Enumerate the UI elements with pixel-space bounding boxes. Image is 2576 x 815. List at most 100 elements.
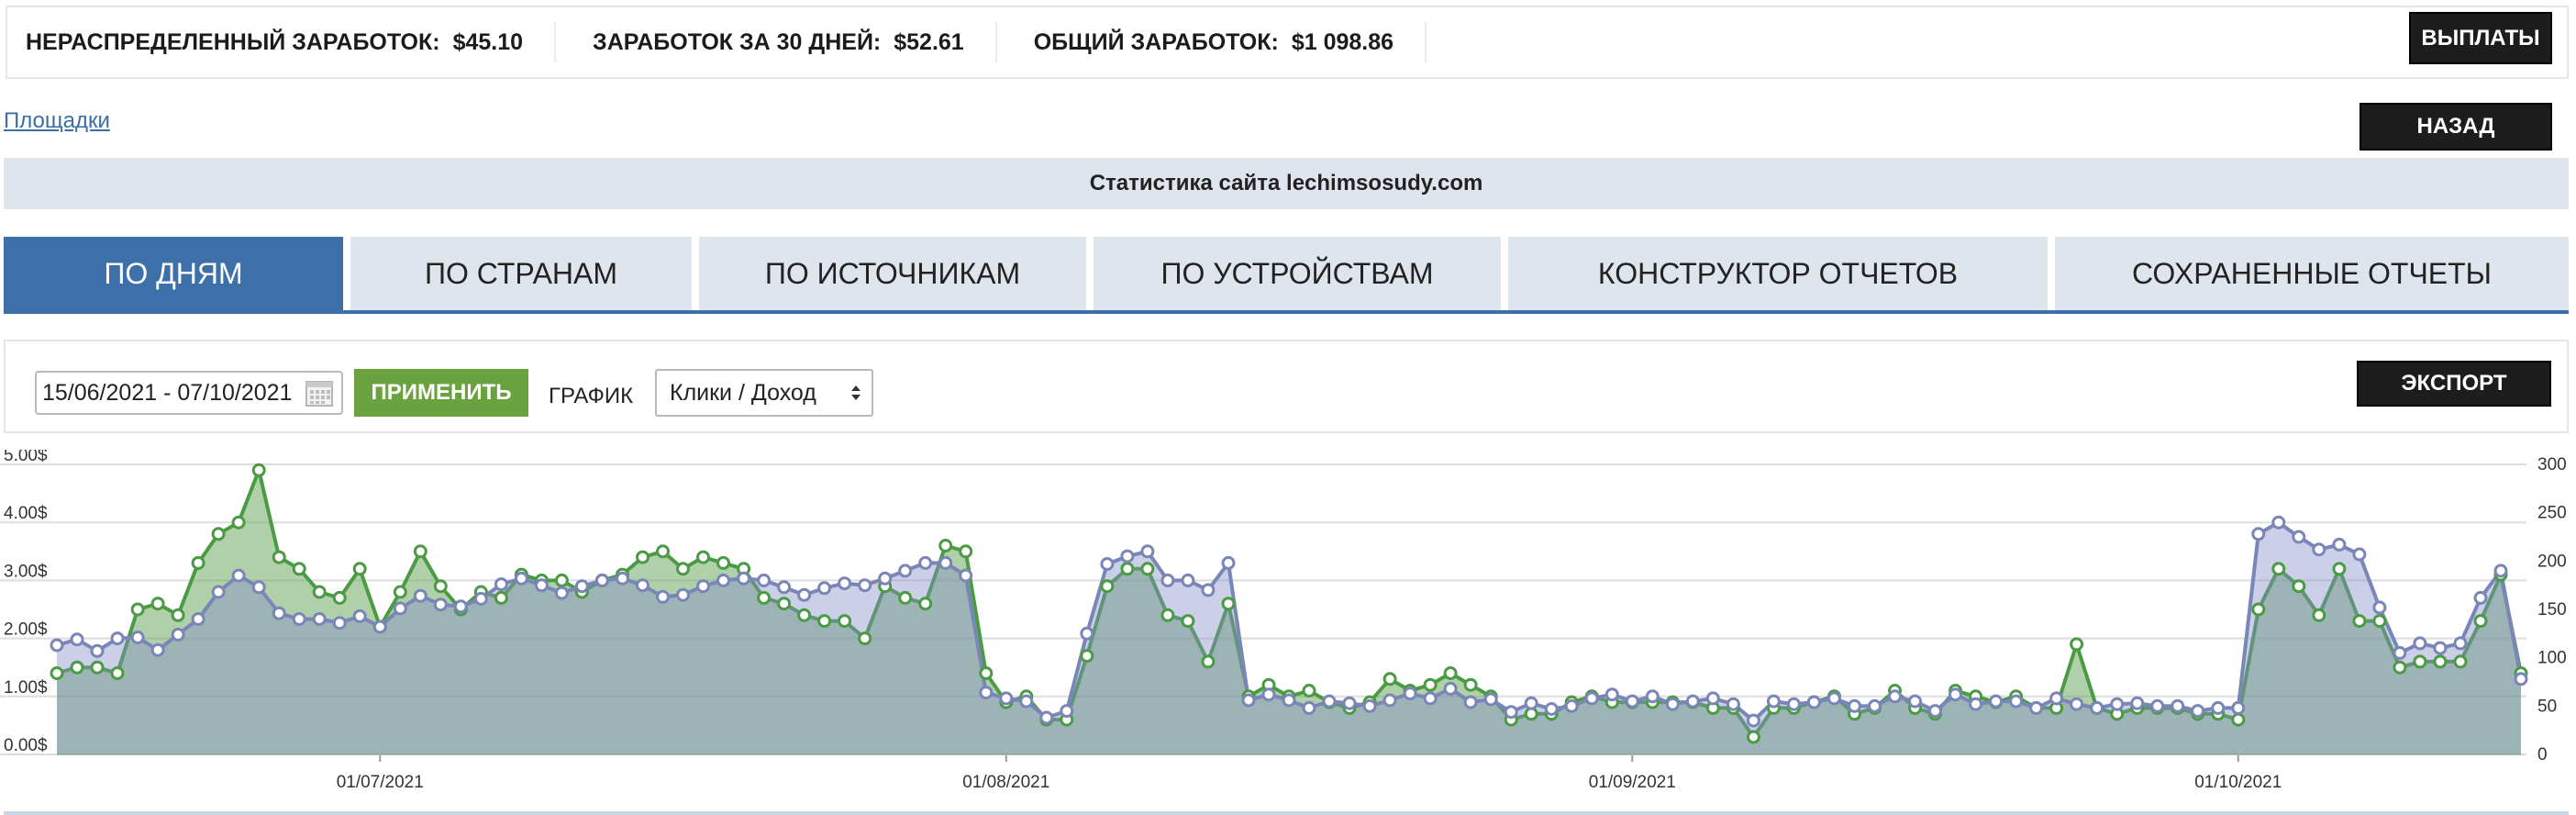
y-tick-right: 250 — [2537, 504, 2567, 523]
clicks-point — [918, 555, 933, 570]
income-point — [2231, 712, 2246, 727]
clicks-point — [777, 580, 792, 595]
clicks-point — [494, 577, 508, 592]
income-point — [332, 590, 347, 605]
clicks-point — [878, 571, 893, 586]
clicks-point — [1039, 710, 1054, 725]
clicks-point — [1949, 687, 1962, 702]
income-point — [2473, 614, 2488, 629]
filter-panel: ПРИМЕНИТЬ ГРАФИК Клики / Доход — [4, 340, 2569, 433]
income-point — [817, 614, 832, 629]
income-point — [1746, 730, 1760, 744]
clicks-point — [959, 568, 973, 583]
clicks-point — [130, 631, 145, 644]
clicks-point — [1080, 626, 1094, 641]
income-point — [1080, 649, 1094, 664]
income-point — [1181, 614, 1195, 629]
income-point — [898, 590, 913, 605]
clicks-point — [171, 627, 185, 642]
tab-report-builder[interactable]: КОНСТРУКТОР ОТЧЕТОВ — [1508, 237, 2048, 310]
income-point — [110, 666, 125, 680]
clicks-income-chart: 0.00$ 1.00$ 2.00$ 3.00$ 4.00$ 5.00$ 0 50 100 150 2… — [0, 450, 2567, 792]
clicks-point — [554, 586, 569, 600]
income-point — [2433, 654, 2448, 669]
clicks-point — [636, 578, 650, 593]
earnings-label: ЗАРАБОТОК ЗА 30 ДНЕЙ: — [593, 28, 882, 55]
clicks-point — [838, 576, 852, 591]
clicks-point — [2493, 564, 2508, 578]
clicks-point — [473, 591, 488, 606]
y-tick-right: 100 — [2537, 649, 2567, 668]
income-point — [1140, 562, 1155, 576]
clicks-point — [1403, 687, 1417, 701]
clicks-point — [1261, 687, 1276, 702]
clicks-point — [757, 573, 772, 587]
clicks-point — [292, 612, 306, 626]
clicks-point — [1564, 698, 1579, 713]
calendar-icon[interactable] — [305, 378, 334, 408]
clicks-point — [1766, 694, 1781, 709]
income-point — [292, 562, 306, 576]
earnings-label: ОБЩИЙ ЗАРАБОТОК: — [1033, 28, 1279, 55]
clicks-point — [797, 587, 812, 602]
clicks-point — [352, 608, 367, 623]
income-point — [251, 463, 266, 477]
clicks-point — [1241, 693, 1256, 708]
clicks-point — [1928, 704, 1942, 719]
tab-by-countries[interactable]: ПО СТРАНАМ — [350, 237, 692, 310]
tab-by-sources[interactable]: ПО ИСТОЧНИКАМ — [699, 237, 1086, 310]
earnings-30-days: ЗАРАБОТОК ЗА 30 ДНЕЙ: $52.61 — [567, 22, 997, 62]
back-button[interactable]: НАЗАД — [2359, 103, 2552, 151]
payouts-button[interactable]: ВЫПЛАТЫ — [2409, 12, 2552, 64]
clicks-point — [999, 691, 1014, 706]
clicks-point — [211, 585, 226, 599]
tab-by-devices[interactable]: ПО УСТРОЙСТВАМ — [1094, 237, 1501, 310]
income-point — [777, 597, 792, 611]
earnings-value: $1 098.86 — [1291, 28, 1394, 55]
income-point — [554, 573, 569, 587]
income-point — [797, 608, 812, 622]
income-point — [716, 555, 730, 570]
income-point — [2271, 562, 2286, 576]
graph-type-select[interactable]: Клики / Доход — [655, 369, 873, 417]
income-point — [656, 544, 670, 559]
clicks-point — [1685, 694, 1700, 709]
income-point — [433, 579, 448, 594]
clicks-point — [1544, 702, 1559, 716]
income-point — [1201, 654, 1216, 669]
clicks-point — [2413, 636, 2427, 651]
clicks-point — [1443, 681, 1458, 696]
clicks-point — [817, 581, 832, 596]
export-button[interactable]: ЭКСПОРТ — [2357, 361, 2551, 407]
income-point — [211, 527, 226, 541]
income-area — [57, 470, 2521, 754]
earnings-total: ОБЩИЙ ЗАРАБОТОК: $1 098.86 — [1008, 22, 1427, 62]
clicks-point — [2009, 694, 2024, 709]
y-tick-left: 0.00$ — [4, 736, 48, 755]
clicks-point — [2393, 645, 2407, 660]
income-point — [413, 544, 427, 559]
clicks-point — [90, 643, 105, 658]
income-point — [2070, 637, 2084, 652]
clicks-point — [150, 642, 165, 657]
clicks-point — [898, 564, 913, 578]
earnings-unallocated: НЕРАСПРЕДЕЛЕННЫЙ ЗАРАБОТОК: $45.10 — [7, 22, 557, 62]
income-point — [50, 666, 64, 680]
clicks-point — [616, 571, 629, 586]
tab-saved-reports[interactable]: СОХРАНЕННЫЕ ОТЧЕТЫ — [2055, 237, 2569, 310]
income-point — [312, 585, 327, 599]
income-point — [2352, 614, 2367, 629]
earnings-label: НЕРАСПРЕДЕЛЕННЫЙ ЗАРАБОТОК: — [26, 28, 440, 55]
tab-by-days[interactable]: ПО ДНЯМ — [4, 237, 343, 310]
clicks-point — [2514, 672, 2528, 687]
clicks-point — [1827, 691, 1841, 706]
clicks-point — [2110, 697, 2125, 711]
clicks-point — [1524, 696, 1538, 710]
clicks-point — [1989, 694, 2004, 709]
clicks-point — [1181, 573, 1195, 587]
clicks-point — [50, 638, 64, 653]
date-range-input[interactable] — [35, 371, 343, 415]
apply-button[interactable]: ПРИМЕНИТЬ — [354, 369, 528, 417]
y-tick-left: 4.00$ — [4, 504, 48, 523]
sites-link[interactable]: Площадки — [4, 108, 110, 133]
